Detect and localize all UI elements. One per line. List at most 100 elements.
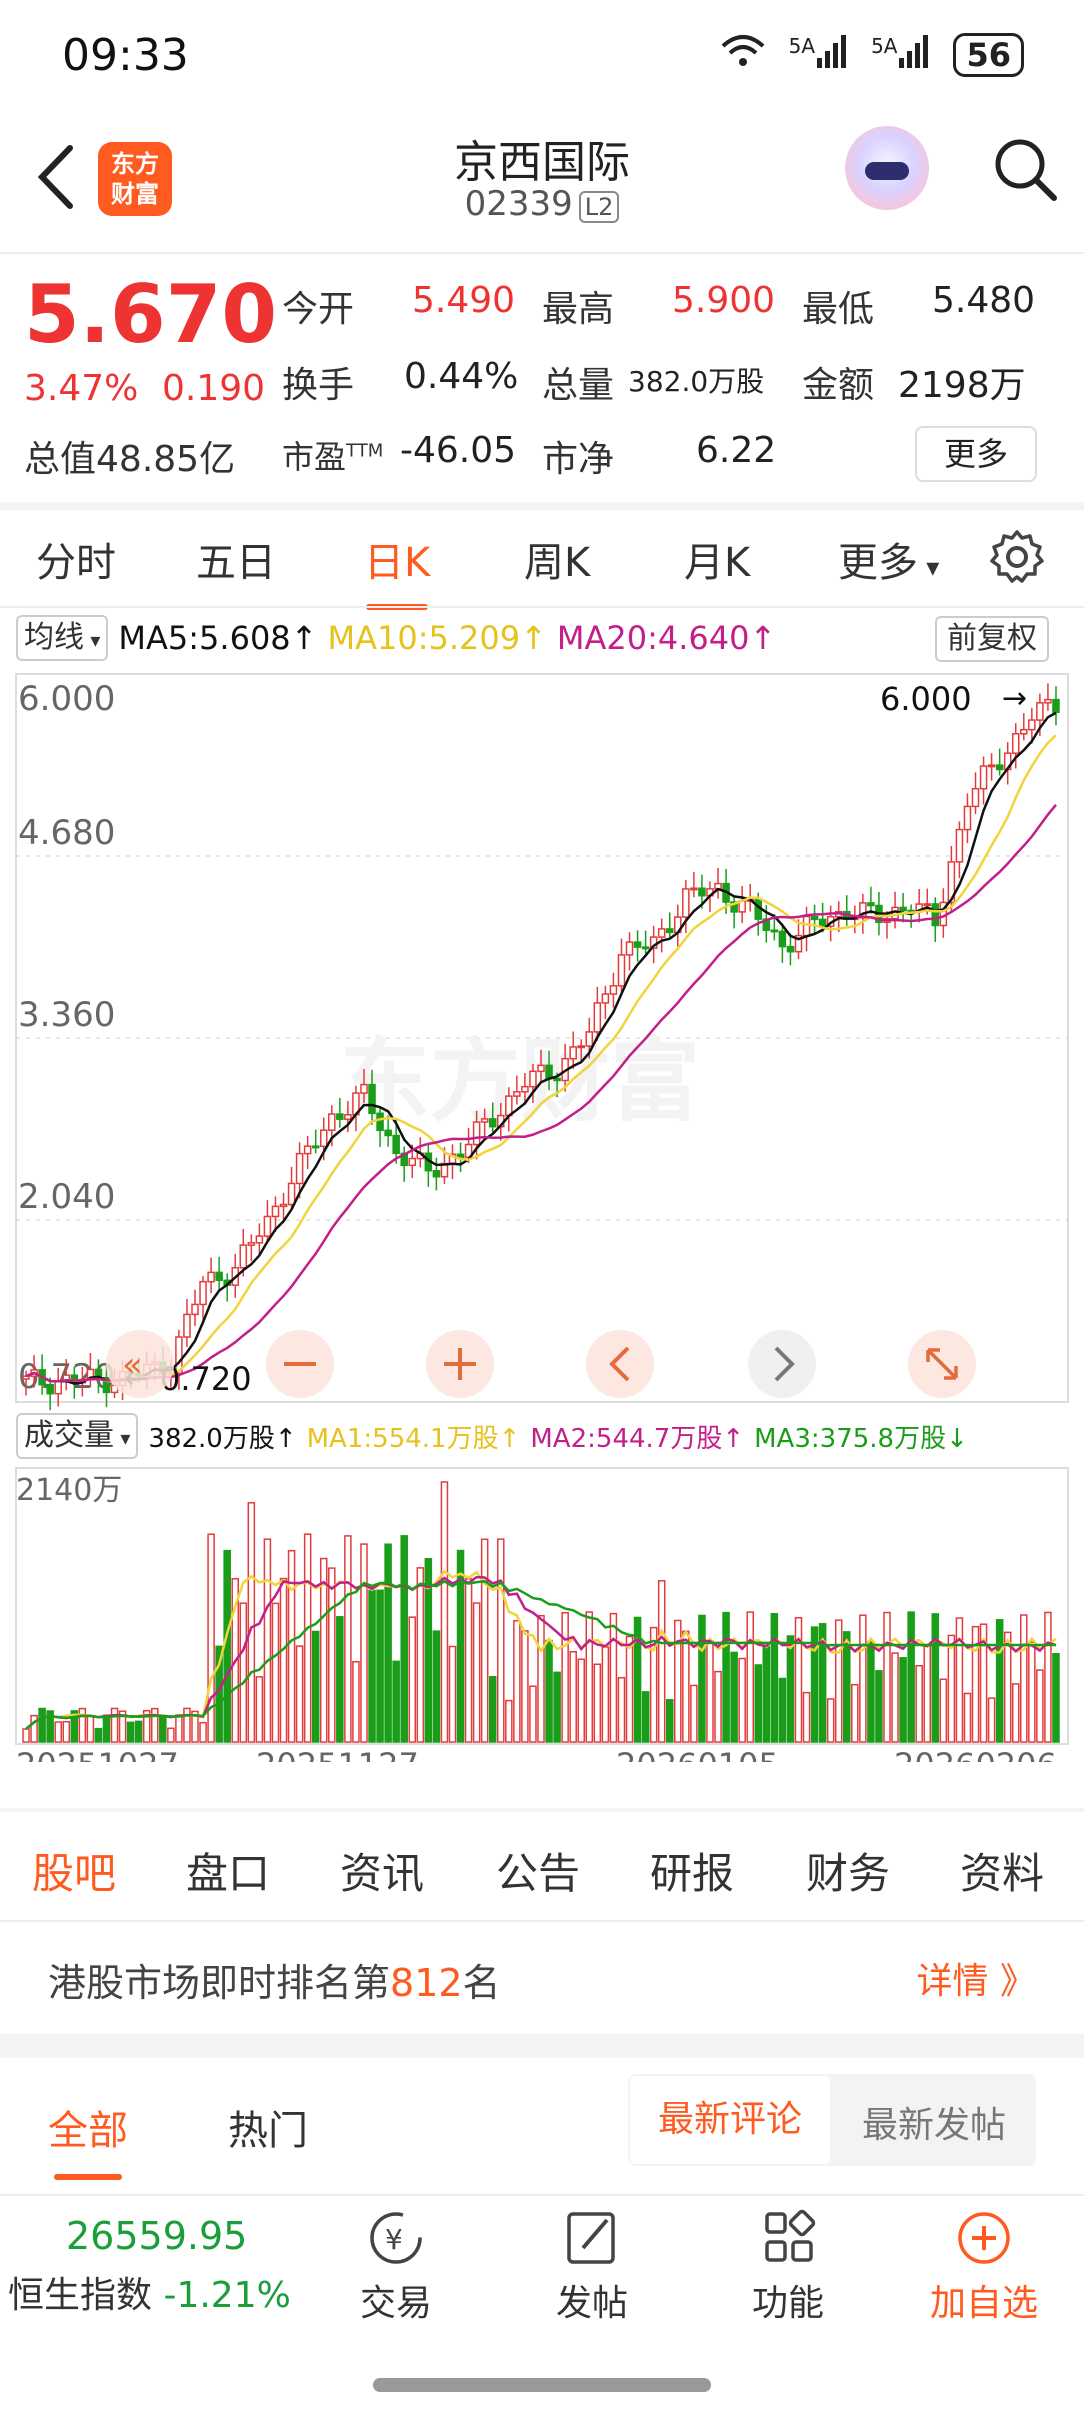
more-quote-button[interactable]: 更多 xyxy=(915,426,1037,482)
volume-bar xyxy=(851,1683,859,1743)
volume-bar xyxy=(183,1707,191,1743)
candle-body xyxy=(319,1129,328,1148)
rank-detail-link[interactable]: 详情 》 xyxy=(916,1961,1036,2002)
volume-bar xyxy=(22,1728,30,1743)
y-label-1: 4.680 xyxy=(18,813,115,853)
volume-bar xyxy=(30,1714,38,1743)
candle-body xyxy=(682,888,690,918)
candle-body xyxy=(963,805,972,831)
candle-body xyxy=(633,941,642,948)
volume-ma-group xyxy=(25,1569,1057,1730)
market-rank-row[interactable]: 港股市场即时排名第812名 详情 》 xyxy=(0,1922,1084,2030)
scroll-left-button[interactable] xyxy=(586,1330,654,1398)
chart-settings-button[interactable] xyxy=(988,528,1046,586)
high-value: 5.900 xyxy=(672,280,776,321)
volume-bar xyxy=(698,1614,706,1743)
kline-chart[interactable]: 东方财富 6.000 4.680 3.360 2.040 0.720 6.000… xyxy=(0,612,1084,1762)
candle-body xyxy=(384,1129,392,1137)
svg-text:¥: ¥ xyxy=(385,2223,403,2256)
assistant-robot-icon[interactable] xyxy=(845,126,929,210)
candle-body xyxy=(328,1113,336,1131)
candle-body xyxy=(1036,702,1044,721)
stock-header: 东方 财富 京西国际 02339 L2 xyxy=(0,112,1084,252)
tab-monthly-k[interactable]: 月K xyxy=(684,540,751,586)
x-label-1: 20251127 xyxy=(256,1746,419,1762)
candle-body xyxy=(545,1064,553,1080)
ma5-line xyxy=(25,711,1057,1385)
search-button[interactable] xyxy=(990,134,1060,204)
tab-intraday[interactable]: 分时 xyxy=(36,540,116,586)
indicator-select[interactable]: 均线 ▾ xyxy=(16,615,109,661)
volume-bar xyxy=(400,1535,408,1743)
volume-bar xyxy=(561,1611,569,1743)
tab-five-day[interactable]: 五日 xyxy=(196,540,276,586)
grid-icon xyxy=(765,2209,816,2262)
back-button[interactable] xyxy=(32,142,82,212)
trade-button[interactable]: ¥ 交易 xyxy=(336,2208,456,2326)
svg-text:«: « xyxy=(122,1345,143,1385)
functions-button[interactable]: 功能 xyxy=(728,2208,848,2326)
volume-bar xyxy=(1036,1669,1044,1743)
tab-financials[interactable]: 财务 xyxy=(806,1849,891,1898)
volume-bar xyxy=(545,1639,553,1743)
feed-tab-all[interactable]: 全部 xyxy=(48,2098,128,2180)
logo-line2: 财富 xyxy=(111,180,159,208)
tab-research[interactable]: 研报 xyxy=(650,1849,735,1898)
zoom-in-button[interactable] xyxy=(426,1330,494,1398)
volume-bar xyxy=(1052,1653,1060,1743)
candle-body xyxy=(899,906,907,912)
scroll-left-fast-button[interactable]: « xyxy=(106,1330,174,1398)
post-button[interactable]: 发帖 xyxy=(532,2208,652,2326)
tab-news[interactable]: 资讯 xyxy=(340,1849,425,1898)
candle-body xyxy=(625,941,634,956)
volume-bar xyxy=(448,1645,457,1743)
level-badge[interactable]: L2 xyxy=(578,191,620,223)
max-arrow: → xyxy=(1002,681,1027,716)
tab-daily-k[interactable]: 日K xyxy=(364,530,430,610)
zoom-out-button[interactable] xyxy=(266,1330,334,1398)
volume-bar xyxy=(730,1651,738,1743)
status-icons: 5A 5A 56 xyxy=(719,32,1024,78)
volume-bar xyxy=(62,1720,71,1743)
scroll-right-button[interactable] xyxy=(748,1330,816,1398)
market-cap: 总值48.85亿 xyxy=(24,430,235,482)
tab-guba[interactable]: 股吧 xyxy=(32,1840,116,1929)
candle-body xyxy=(641,946,650,950)
tab-more[interactable]: 更多 ▾ xyxy=(838,530,939,588)
x-label-3: 20260206 xyxy=(894,1746,1057,1762)
feed-tab-hot[interactable]: 热门 xyxy=(228,2108,308,2154)
pe-label: 市盈TTM xyxy=(282,432,383,478)
stock-code-row: 02339 L2 xyxy=(0,184,1084,224)
section-tabs: 股吧 盘口 资讯 公告 研报 财务 资料 xyxy=(0,1812,1084,1929)
fullscreen-button[interactable] xyxy=(908,1330,976,1398)
candle-body xyxy=(770,929,779,933)
min-price-marker: 0.720 xyxy=(160,1360,252,1398)
volume-bar xyxy=(859,1614,867,1743)
volume-bar xyxy=(472,1602,481,1743)
sort-latest-post[interactable]: 最新发帖 xyxy=(862,2105,1007,2146)
candle-body xyxy=(698,887,706,897)
tab-weekly-k[interactable]: 周K xyxy=(524,540,591,586)
post-label: 发帖 xyxy=(555,2283,628,2324)
volume-bar xyxy=(456,1549,465,1743)
app-logo[interactable]: 东方 财富 xyxy=(98,142,172,216)
volume-bar xyxy=(408,1616,417,1743)
add-watchlist-button[interactable]: 加自选 xyxy=(924,2208,1044,2326)
volume-bar xyxy=(295,1645,304,1743)
adjust-button[interactable]: 前复权 xyxy=(935,616,1049,662)
trade-yen-icon: ¥ xyxy=(370,2212,422,2264)
index-row[interactable]: 恒生指数 -1.21% xyxy=(8,2266,291,2318)
tab-profile[interactable]: 资料 xyxy=(960,1849,1045,1898)
index-value[interactable]: 26559.95 xyxy=(66,2214,248,2258)
candle-body xyxy=(54,1380,62,1395)
sort-latest-comment[interactable]: 最新评论 xyxy=(630,2076,830,2164)
home-indicator[interactable] xyxy=(373,2378,711,2392)
volume-bar xyxy=(271,1602,280,1743)
vol-ma3: MA3:375.8万股↓ xyxy=(754,1423,968,1454)
volume-bar xyxy=(505,1699,513,1743)
tab-pankou[interactable]: 盘口 xyxy=(186,1849,271,1898)
tab-announcements[interactable]: 公告 xyxy=(496,1849,581,1898)
volume-indicator-select[interactable]: 成交量 ▾ xyxy=(16,1413,139,1459)
candle-body xyxy=(931,903,940,927)
volume-bar xyxy=(488,1675,497,1743)
